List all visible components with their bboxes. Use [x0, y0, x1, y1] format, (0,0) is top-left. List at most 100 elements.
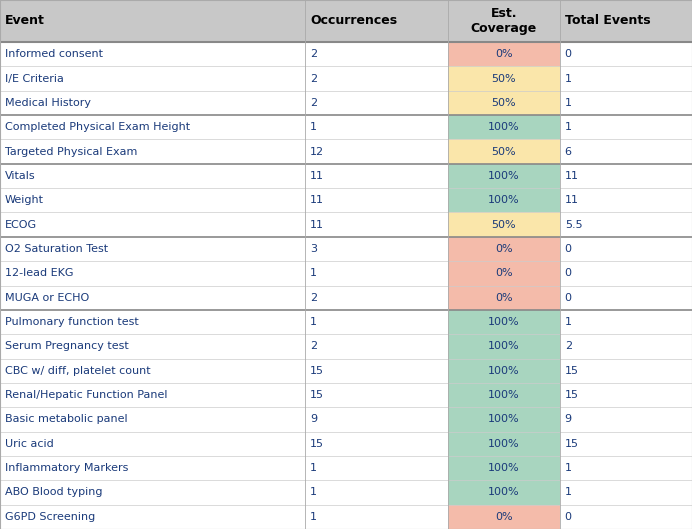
Text: 100%: 100%	[488, 463, 520, 473]
FancyBboxPatch shape	[560, 261, 692, 286]
Text: O2 Saturation Test: O2 Saturation Test	[5, 244, 108, 254]
Text: Targeted Physical Exam: Targeted Physical Exam	[5, 147, 138, 157]
FancyBboxPatch shape	[305, 334, 448, 359]
Text: 100%: 100%	[488, 195, 520, 205]
Text: 50%: 50%	[491, 74, 516, 84]
Text: CBC w/ diff, platelet count: CBC w/ diff, platelet count	[5, 366, 151, 376]
FancyBboxPatch shape	[305, 213, 448, 237]
Text: Inflammatory Markers: Inflammatory Markers	[5, 463, 129, 473]
FancyBboxPatch shape	[560, 115, 692, 140]
FancyBboxPatch shape	[560, 505, 692, 529]
FancyBboxPatch shape	[305, 261, 448, 286]
FancyBboxPatch shape	[560, 383, 692, 407]
FancyBboxPatch shape	[0, 164, 305, 188]
Text: 1: 1	[310, 463, 318, 473]
Text: 3: 3	[310, 244, 318, 254]
Text: 0: 0	[565, 293, 572, 303]
FancyBboxPatch shape	[305, 505, 448, 529]
Text: 9: 9	[310, 414, 318, 424]
FancyBboxPatch shape	[448, 334, 560, 359]
Text: 1: 1	[310, 488, 318, 497]
FancyBboxPatch shape	[448, 432, 560, 456]
Text: 100%: 100%	[488, 414, 520, 424]
Text: 15: 15	[310, 366, 325, 376]
Text: 15: 15	[565, 390, 579, 400]
FancyBboxPatch shape	[448, 0, 560, 42]
FancyBboxPatch shape	[560, 407, 692, 432]
FancyBboxPatch shape	[448, 359, 560, 383]
FancyBboxPatch shape	[0, 407, 305, 432]
Text: 0%: 0%	[495, 244, 513, 254]
FancyBboxPatch shape	[305, 164, 448, 188]
FancyBboxPatch shape	[305, 90, 448, 115]
Text: 1: 1	[310, 317, 318, 327]
FancyBboxPatch shape	[0, 115, 305, 140]
FancyBboxPatch shape	[560, 432, 692, 456]
FancyBboxPatch shape	[0, 456, 305, 480]
FancyBboxPatch shape	[448, 383, 560, 407]
FancyBboxPatch shape	[448, 261, 560, 286]
FancyBboxPatch shape	[305, 188, 448, 213]
FancyBboxPatch shape	[560, 0, 692, 42]
FancyBboxPatch shape	[448, 310, 560, 334]
Text: 15: 15	[565, 439, 579, 449]
FancyBboxPatch shape	[0, 213, 305, 237]
FancyBboxPatch shape	[0, 90, 305, 115]
Text: 100%: 100%	[488, 122, 520, 132]
FancyBboxPatch shape	[0, 310, 305, 334]
FancyBboxPatch shape	[448, 480, 560, 505]
Text: 11: 11	[310, 195, 325, 205]
FancyBboxPatch shape	[0, 383, 305, 407]
Text: 5.5: 5.5	[565, 220, 583, 230]
Text: 2: 2	[310, 49, 318, 59]
Text: 1: 1	[565, 122, 572, 132]
FancyBboxPatch shape	[560, 310, 692, 334]
Text: 11: 11	[310, 220, 325, 230]
FancyBboxPatch shape	[560, 213, 692, 237]
Text: 100%: 100%	[488, 439, 520, 449]
Text: 0%: 0%	[495, 49, 513, 59]
FancyBboxPatch shape	[448, 66, 560, 90]
Text: ECOG: ECOG	[5, 220, 37, 230]
Text: 50%: 50%	[491, 220, 516, 230]
FancyBboxPatch shape	[448, 407, 560, 432]
FancyBboxPatch shape	[305, 359, 448, 383]
Text: Total Events: Total Events	[565, 14, 650, 28]
FancyBboxPatch shape	[560, 286, 692, 310]
Text: 2: 2	[310, 341, 318, 351]
FancyBboxPatch shape	[560, 237, 692, 261]
Text: Renal/Hepatic Function Panel: Renal/Hepatic Function Panel	[5, 390, 167, 400]
FancyBboxPatch shape	[560, 456, 692, 480]
FancyBboxPatch shape	[560, 188, 692, 213]
Text: 0%: 0%	[495, 293, 513, 303]
Text: I/E Criteria: I/E Criteria	[5, 74, 64, 84]
Text: 2: 2	[310, 293, 318, 303]
Text: Event: Event	[5, 14, 45, 28]
FancyBboxPatch shape	[305, 42, 448, 66]
FancyBboxPatch shape	[305, 480, 448, 505]
Text: Completed Physical Exam Height: Completed Physical Exam Height	[5, 122, 190, 132]
Text: Medical History: Medical History	[5, 98, 91, 108]
FancyBboxPatch shape	[448, 115, 560, 140]
FancyBboxPatch shape	[448, 505, 560, 529]
Text: 1: 1	[565, 74, 572, 84]
FancyBboxPatch shape	[0, 359, 305, 383]
Text: 100%: 100%	[488, 341, 520, 351]
Text: 1: 1	[565, 98, 572, 108]
FancyBboxPatch shape	[0, 261, 305, 286]
FancyBboxPatch shape	[305, 310, 448, 334]
Text: 1: 1	[565, 317, 572, 327]
FancyBboxPatch shape	[448, 456, 560, 480]
Text: Est.
Coverage: Est. Coverage	[471, 7, 537, 35]
FancyBboxPatch shape	[305, 383, 448, 407]
Text: G6PD Screening: G6PD Screening	[5, 512, 95, 522]
FancyBboxPatch shape	[560, 334, 692, 359]
FancyBboxPatch shape	[448, 90, 560, 115]
FancyBboxPatch shape	[448, 213, 560, 237]
Text: 0: 0	[565, 244, 572, 254]
Text: MUGA or ECHO: MUGA or ECHO	[5, 293, 89, 303]
Text: Uric acid: Uric acid	[5, 439, 54, 449]
FancyBboxPatch shape	[448, 286, 560, 310]
Text: 11: 11	[310, 171, 325, 181]
Text: 100%: 100%	[488, 171, 520, 181]
